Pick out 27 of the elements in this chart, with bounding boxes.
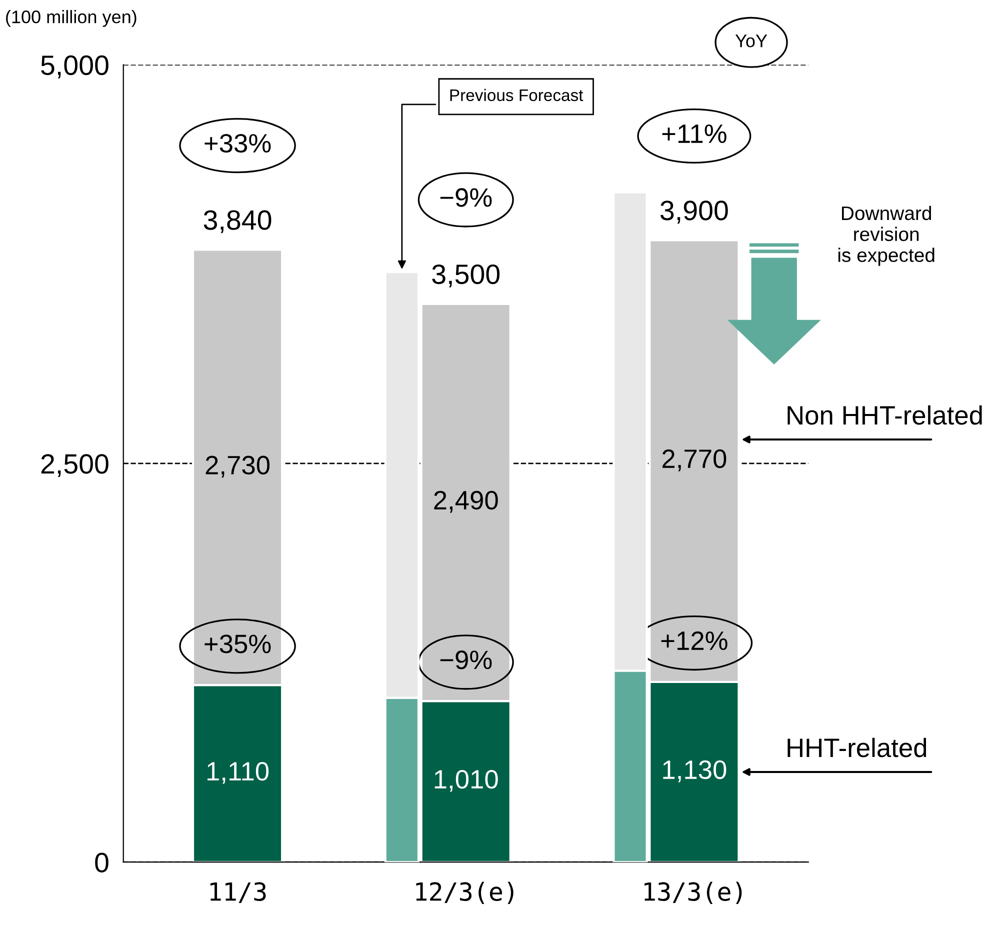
data-label: 2,490 <box>434 490 498 513</box>
data-label: 1,110 <box>208 762 269 784</box>
annotation: +11% <box>662 124 726 143</box>
total-label: 3,900 <box>660 200 728 224</box>
data-label: 2,770 <box>662 449 726 472</box>
x-tick-label: 11/3 <box>210 882 266 903</box>
annotation: −9% <box>440 188 492 207</box>
data-label: 1,130 <box>663 760 726 782</box>
annotation: Previous Forecast <box>450 88 584 102</box>
y-tick-label: 5,000 <box>41 55 108 78</box>
data-label: 1,010 <box>434 770 498 792</box>
y-tick-label: 2,500 <box>41 454 108 478</box>
y-tick-label: 0 <box>95 852 108 872</box>
total-label: 3,840 <box>204 210 272 234</box>
data-label: 2,730 <box>206 456 270 478</box>
series-label: HHT-related <box>788 738 926 758</box>
series-label: Non HHT-related <box>788 405 982 425</box>
y-axis-title: (100 million yen) <box>6 10 136 27</box>
annotation: +33% <box>204 134 271 153</box>
annotation: +12% <box>661 631 728 650</box>
total-label: 3,500 <box>432 264 500 288</box>
x-tick-label: 13/3(e) <box>644 882 742 904</box>
annotation: −9% <box>440 650 492 670</box>
annotation: +35% <box>204 634 271 654</box>
x-tick-label: 12/3(e) <box>416 882 514 904</box>
text: Downward revision is expected <box>838 206 934 266</box>
text: YoY <box>735 34 768 48</box>
